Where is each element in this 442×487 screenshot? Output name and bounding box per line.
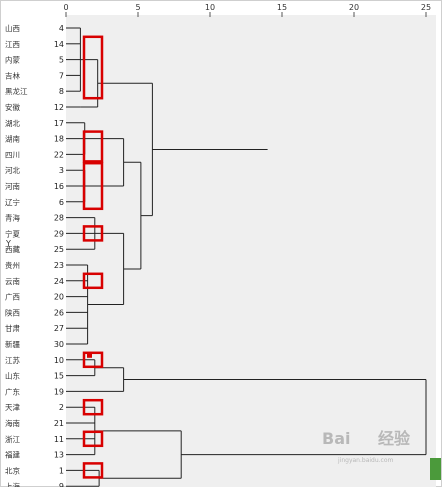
highlight-box	[82, 351, 104, 369]
leaf-id: 10	[54, 356, 64, 365]
leaf-name: 四川	[5, 150, 20, 159]
x-axis: 0 5 10 15 20 25	[63, 3, 431, 17]
leaf-name: 山东	[5, 371, 20, 381]
leaf-id: 7	[59, 71, 64, 80]
leaf-id: 11	[54, 435, 64, 444]
leaf-id: 9	[59, 482, 64, 487]
leaf-id: 6	[59, 198, 64, 207]
leaf-id: 30	[54, 340, 64, 349]
leaf-name: 广西	[5, 292, 20, 302]
leaf-id: 4	[59, 24, 64, 33]
leaf-id: 22	[54, 150, 64, 159]
leaf-id: 8	[59, 87, 64, 96]
highlight-boxes	[82, 35, 104, 479]
leaf-name: 西藏	[5, 244, 20, 254]
leaf-name: 新疆	[5, 339, 20, 349]
leaf-name: 湖南	[5, 134, 20, 144]
leaf-name: 上海	[5, 481, 20, 487]
leaf-id: 1	[59, 466, 64, 475]
leaf-name: 广东	[5, 386, 20, 396]
watermark: Bai 经验 jingyan.baidu.com	[322, 429, 411, 464]
leaf-id: 26	[54, 308, 64, 317]
leaf-id: 28	[54, 214, 64, 223]
watermark-sub: jingyan.baidu.com	[337, 457, 394, 464]
leaf-name: 青海	[5, 213, 20, 223]
highlight-box	[82, 398, 104, 416]
leaf-name: 贵州	[5, 260, 20, 270]
leaf-id: 29	[54, 229, 64, 238]
leaf-name: 江西	[5, 40, 20, 49]
leaf-name: 福建	[5, 450, 20, 460]
leaf-name: 陕西	[5, 307, 20, 317]
leaf-id: 21	[54, 419, 64, 428]
highlight-box	[82, 272, 104, 290]
watermark-brand: Bai	[322, 429, 350, 448]
leaf-name: 天津	[5, 403, 20, 412]
dendrogram-links	[66, 27, 427, 487]
leaf-id: 12	[54, 103, 64, 112]
leaf-id: 16	[54, 182, 64, 191]
leaf-name: 湖北	[5, 119, 20, 128]
x-tick-label: 15	[277, 3, 287, 12]
leaf-id: 18	[54, 135, 64, 144]
x-tick-label: 5	[135, 3, 140, 12]
highlight-box	[82, 161, 104, 211]
leaf-name: 辽宁	[5, 197, 20, 207]
leaf-name: 河南	[5, 181, 20, 191]
leaf-id: 27	[54, 324, 64, 333]
leaf-id: 13	[54, 451, 64, 460]
leaf-id: 25	[54, 245, 64, 254]
watermark-brand-2: 经验	[378, 429, 411, 448]
leaf-name: 浙江	[5, 434, 20, 444]
leaf-name: 山西	[5, 23, 20, 33]
leaf-name: 宁夏	[5, 228, 20, 238]
leaf-id: 15	[54, 372, 64, 381]
leaf-id: 23	[54, 261, 64, 270]
leaf-id: 20	[54, 293, 64, 302]
leaf-id: 5	[59, 56, 64, 65]
leaf-name: 安徽	[5, 102, 20, 112]
leaf-id: 24	[54, 277, 64, 286]
leaf-name: 云南	[5, 276, 20, 286]
leaf-name: 北京	[5, 465, 20, 475]
leaf-id: 19	[54, 387, 64, 396]
x-tick-label: 0	[63, 3, 68, 12]
highlight-marker	[87, 352, 92, 358]
leaf-id: 17	[54, 119, 64, 128]
leaf-name: 内蒙	[5, 55, 20, 65]
x-tick-label: 10	[205, 3, 215, 12]
leaf-name: 黑龙江	[5, 86, 28, 96]
plot-area	[66, 15, 436, 487]
leaf-id: 2	[59, 403, 64, 412]
highlight-box	[82, 35, 104, 100]
x-tick-label: 25	[421, 3, 431, 12]
highlight-box	[82, 430, 104, 448]
highlight-box	[82, 462, 104, 479]
highlight-box	[82, 130, 104, 163]
leaf-name: 海南	[5, 418, 20, 428]
highlight-box	[82, 225, 104, 242]
leaf-name: 甘肃	[5, 323, 20, 333]
leaf-id: 14	[54, 40, 64, 49]
x-tick-label: 20	[349, 3, 359, 12]
badge-icon	[430, 458, 441, 480]
leaf-name: 吉林	[5, 70, 20, 80]
y-axis-label: Y	[5, 239, 11, 248]
leaf-name: 河北	[5, 166, 20, 175]
leaf-id: 3	[59, 166, 64, 175]
leaf-name: 江苏	[5, 355, 20, 365]
